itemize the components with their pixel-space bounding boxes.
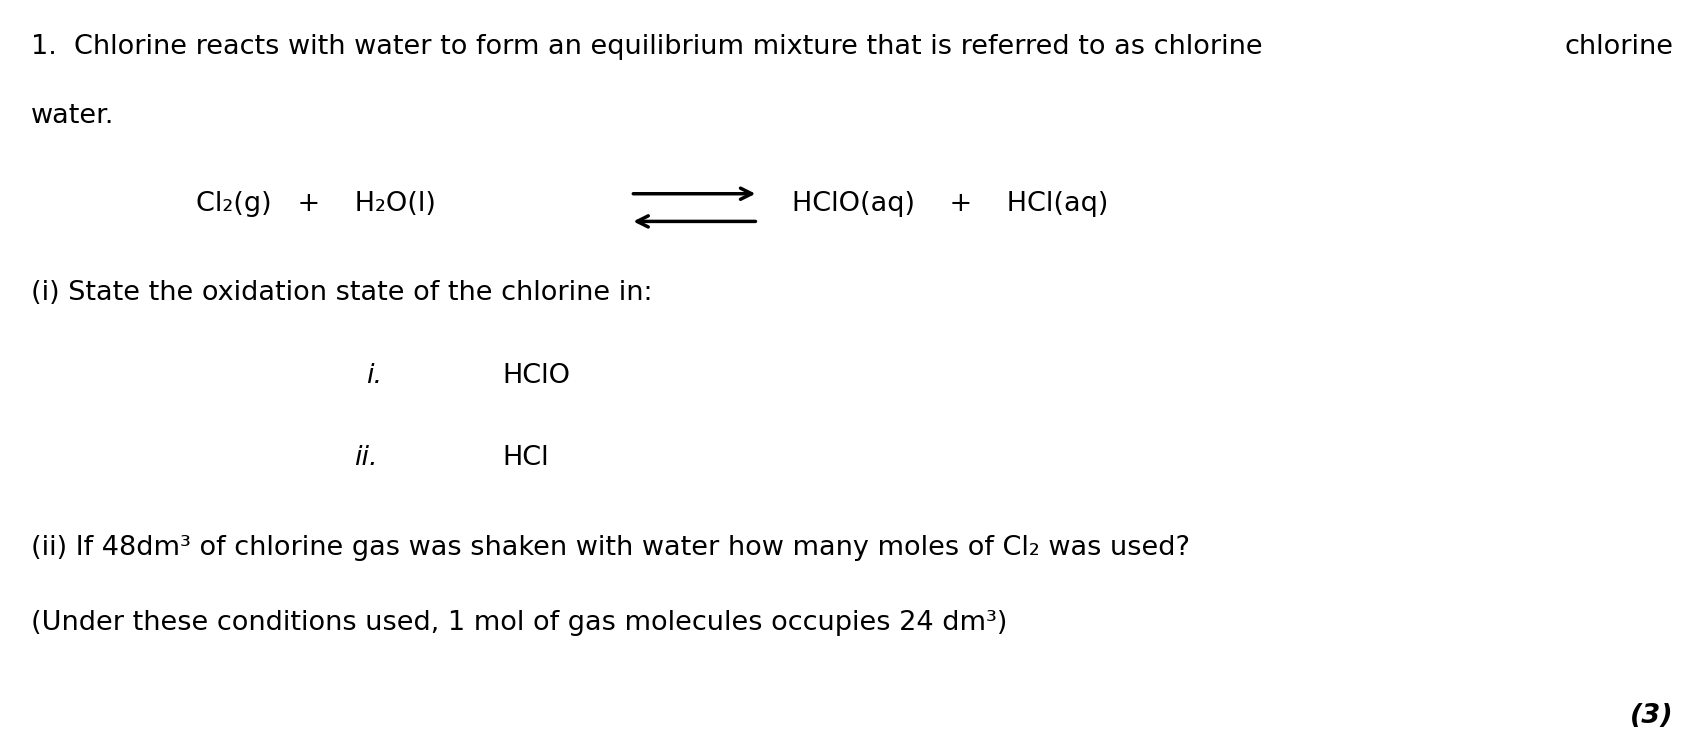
Text: HCl: HCl xyxy=(503,445,549,471)
Text: 1.  Chlorine reacts with water to form an equilibrium mixture that is referred t: 1. Chlorine reacts with water to form an… xyxy=(31,34,1263,60)
Text: ii.: ii. xyxy=(354,445,378,471)
Text: Cl₂(g)   +    H₂O(l): Cl₂(g) + H₂O(l) xyxy=(196,191,436,217)
Text: water.: water. xyxy=(31,103,114,129)
Text: (Under these conditions used, 1 mol of gas molecules occupies 24 dm³): (Under these conditions used, 1 mol of g… xyxy=(31,610,1007,636)
Text: HClO: HClO xyxy=(503,363,571,389)
Text: (ii) If 48dm³ of chlorine gas was shaken with water how many moles of Cl₂ was us: (ii) If 48dm³ of chlorine gas was shaken… xyxy=(31,535,1189,561)
Text: (3): (3) xyxy=(1629,703,1673,729)
Text: HClO(aq)    +    HCl(aq): HClO(aq) + HCl(aq) xyxy=(792,191,1109,217)
Text: (i) State the oxidation state of the chlorine in:: (i) State the oxidation state of the chl… xyxy=(31,280,653,307)
Text: chlorine: chlorine xyxy=(1564,34,1673,60)
Text: i.: i. xyxy=(366,363,382,389)
